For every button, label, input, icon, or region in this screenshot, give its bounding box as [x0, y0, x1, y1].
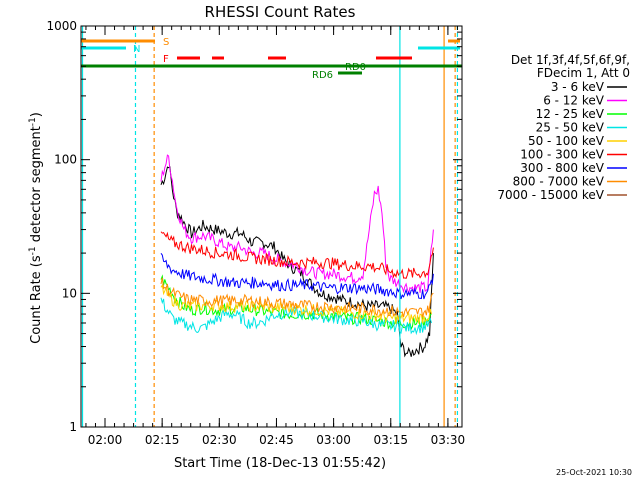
series-line-0: [160, 166, 434, 358]
flag-label-n: N: [133, 44, 140, 55]
axes: 1 10 100 1000 02:00 02:15 02:30 02:45 03:00 03:15…: [46, 19, 465, 447]
flag-layer: S N F RD0 RD6: [81, 26, 462, 427]
y-axis-label: Count Rate (s-1 detector segment-1): [28, 112, 44, 344]
flag-label-s: S: [163, 37, 169, 48]
series-line-1: [160, 154, 434, 296]
series-line-7: [160, 277, 434, 318]
x-axis-label: Start Time (18-Dec-13 01:55:42): [174, 456, 386, 471]
x-tick-label: 03:00: [316, 433, 351, 447]
flag-label-rd0: RD0: [345, 62, 366, 73]
flag-label-rd6: RD6: [312, 70, 333, 81]
series-layer: [160, 154, 434, 358]
legend-label: 12 - 25 keV: [536, 107, 605, 121]
series-line-6: [160, 253, 434, 300]
legend-label: 100 - 300 keV: [520, 148, 604, 162]
x-tick-label: 02:15: [145, 433, 180, 447]
plot-frame: [80, 25, 463, 428]
legend-label: 800 - 7000 keV: [513, 175, 605, 189]
legend-label: 25 - 50 keV: [536, 121, 605, 135]
legend-label: 50 - 100 keV: [528, 134, 605, 148]
y-tick-label: 1000: [46, 19, 77, 33]
y-tick-label: 1: [69, 420, 77, 434]
legend-header-line1: Det 1f,3f,4f,5f,6f,9f,: [511, 53, 630, 67]
legend: Det 1f,3f,4f,5f,6f,9f, FDecim 1, Att 0 3…: [497, 53, 630, 202]
series-line-5: [160, 231, 434, 280]
x-tick-label: 02:30: [202, 433, 237, 447]
legend-label: 7000 - 15000 keV: [497, 188, 604, 202]
x-tick-label: 03:30: [431, 433, 466, 447]
x-tick-label: 02:45: [259, 433, 294, 447]
x-tick-label: 03:15: [373, 433, 408, 447]
flag-label-f: F: [163, 54, 169, 65]
timestamp: 25-Oct-2021 10:30: [556, 468, 632, 477]
legend-label: 300 - 800 keV: [520, 161, 604, 175]
legend-label: 6 - 12 keV: [543, 94, 605, 108]
legend-header-line2: FDecim 1, Att 0: [537, 66, 630, 80]
chart-title: RHESSI Count Rates: [205, 3, 356, 21]
legend-label: 3 - 6 keV: [551, 80, 605, 94]
x-tick-label: 02:00: [88, 433, 123, 447]
y-tick-label: 100: [54, 153, 77, 167]
y-tick-label: 10: [62, 286, 77, 300]
